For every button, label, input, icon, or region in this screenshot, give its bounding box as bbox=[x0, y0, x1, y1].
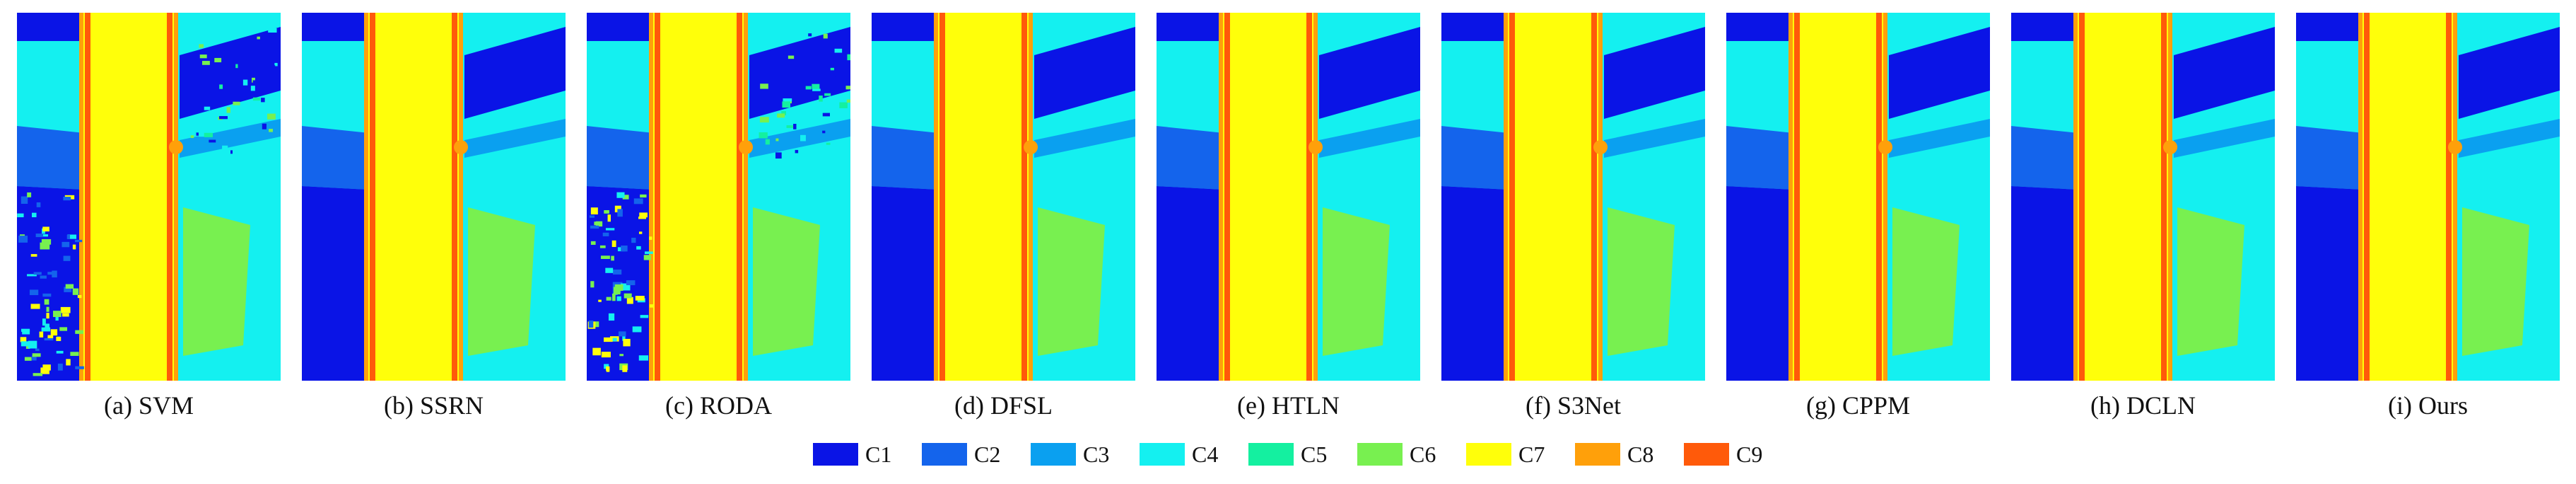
map-panel-htln bbox=[1157, 13, 1420, 381]
legend-swatch-c6 bbox=[1357, 443, 1403, 466]
classification-map-htln bbox=[1157, 13, 1420, 381]
legend-swatch-c3 bbox=[1031, 443, 1076, 466]
classification-map-ours bbox=[2296, 13, 2560, 381]
legend-label-c2: C2 bbox=[974, 442, 1001, 467]
legend-label-c6: C6 bbox=[1410, 442, 1436, 467]
legend-label-c7: C7 bbox=[1518, 442, 1545, 467]
map-panel-ours bbox=[2296, 13, 2560, 381]
classification-map-dfsl bbox=[872, 13, 1135, 381]
legend-label-c5: C5 bbox=[1301, 442, 1328, 467]
classification-map-svm bbox=[17, 13, 281, 381]
caption-ours: (i) Ours bbox=[2388, 391, 2468, 420]
legend-label-c3: C3 bbox=[1083, 442, 1110, 467]
classification-map-ssrn bbox=[302, 13, 566, 381]
legend-swatch-c7 bbox=[1466, 443, 1511, 466]
legend-label-c9: C9 bbox=[1736, 442, 1763, 467]
map-panel-s3net bbox=[1441, 13, 1705, 381]
caption-cppm: (g) CPPM bbox=[1805, 391, 1911, 420]
map-panel-ssrn bbox=[302, 13, 566, 381]
caption-s3net: (f) S3Net bbox=[1526, 391, 1621, 420]
legend-swatch-c4 bbox=[1140, 443, 1185, 466]
caption-htln: (e) HTLN bbox=[1237, 391, 1340, 420]
caption-svm: (a) SVM bbox=[104, 391, 194, 420]
legend-swatch-c2 bbox=[922, 443, 967, 466]
legend-swatch-c1 bbox=[813, 443, 858, 466]
classification-map-s3net bbox=[1441, 13, 1705, 381]
legend-swatch-c5 bbox=[1248, 443, 1294, 466]
legend-swatch-c9 bbox=[1684, 443, 1729, 466]
map-panel-roda bbox=[587, 13, 850, 381]
legend-label-c1: C1 bbox=[865, 442, 892, 467]
caption-dcln: (h) DCLN bbox=[2090, 391, 2196, 420]
caption-ssrn: (b) SSRN bbox=[383, 391, 484, 420]
legend-swatch-c8 bbox=[1575, 443, 1620, 466]
map-panel-dcln bbox=[2011, 13, 2275, 381]
map-panel-cppm bbox=[1726, 13, 1990, 381]
caption-roda: (c) RODA bbox=[665, 391, 772, 420]
caption-dfsl: (d) DFSL bbox=[954, 391, 1053, 420]
map-panel-dfsl bbox=[872, 13, 1135, 381]
map-panel-svm bbox=[17, 13, 281, 381]
legend-label-c8: C8 bbox=[1627, 442, 1654, 467]
classification-map-cppm bbox=[1726, 13, 1990, 381]
classification-map-dcln bbox=[2011, 13, 2275, 381]
classification-map-roda bbox=[587, 13, 850, 381]
legend-label-c4: C4 bbox=[1192, 442, 1219, 467]
